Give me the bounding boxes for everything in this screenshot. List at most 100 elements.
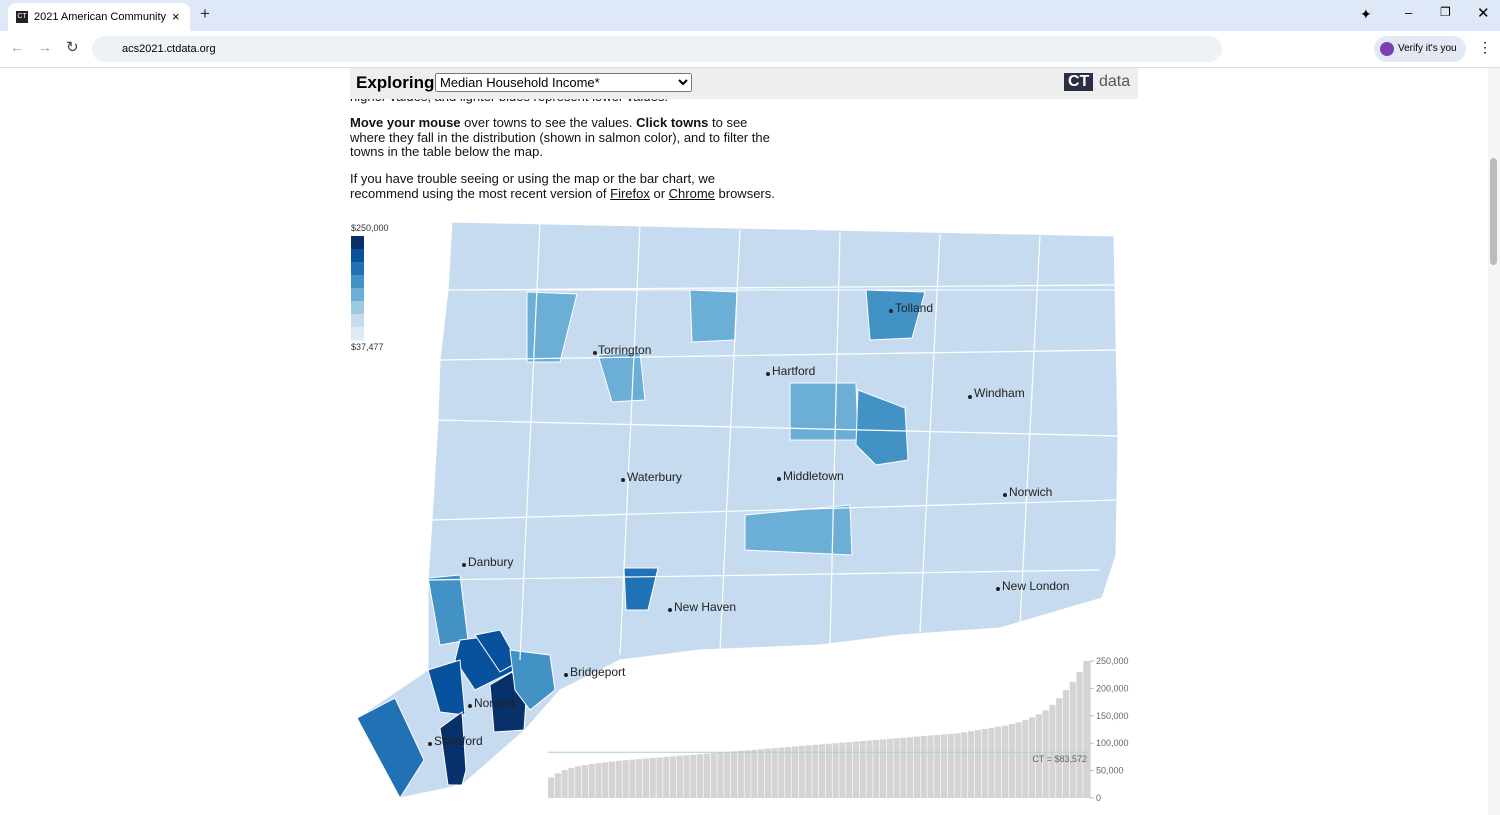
browser-tab[interactable]: CT 2021 American Community Sur ×: [8, 3, 190, 31]
bar: [839, 742, 846, 798]
bar: [913, 736, 921, 798]
legend-swatch: [351, 236, 364, 250]
bar: [866, 740, 873, 798]
town-label: Tolland: [895, 301, 933, 315]
bar: [581, 765, 589, 798]
town-marker: New Haven: [668, 600, 736, 614]
town-label: Torrington: [598, 343, 651, 357]
bar: [669, 756, 677, 798]
bar: [981, 728, 988, 798]
legend-swatch: [351, 249, 364, 263]
bar: [636, 759, 643, 798]
bar: [900, 737, 907, 798]
town-label: Middletown: [783, 469, 844, 483]
bar: [663, 756, 670, 798]
bar: [744, 750, 751, 798]
bar: [703, 753, 710, 798]
bar: [974, 730, 981, 798]
profile-button[interactable]: Verify it's you: [1374, 36, 1466, 62]
bar: [907, 737, 914, 798]
bar: [771, 748, 778, 798]
bar: [846, 742, 853, 798]
bar: [710, 753, 717, 798]
explore-label: Exploring: [356, 73, 435, 92]
town-marker: Hartford: [766, 364, 815, 378]
bar: [568, 767, 575, 798]
bar: [805, 745, 812, 798]
bar: [995, 726, 1002, 798]
town-marker: Torrington: [593, 343, 651, 357]
town-marker: Tolland: [889, 301, 933, 315]
bar: [642, 758, 650, 798]
y-tick-label: 250,000: [1096, 656, 1129, 666]
logo-ct: CT: [1064, 73, 1094, 91]
legend-min: $37,477: [351, 342, 384, 352]
bar: [717, 752, 724, 798]
bar: [791, 746, 799, 798]
bar: [920, 736, 927, 798]
bar: [893, 738, 900, 798]
explore-header: Exploring Median Household Income* CT da…: [350, 68, 1138, 99]
bar: [873, 739, 880, 798]
town-marker: Middletown: [777, 469, 844, 483]
bar: [819, 744, 826, 798]
intro-paragraph: Move your mouse over towns to see the va…: [350, 115, 780, 160]
text: If you have trouble seeing or using the …: [350, 171, 715, 201]
bar: [730, 751, 738, 798]
bar: [778, 747, 785, 798]
scrollbar[interactable]: [1488, 68, 1500, 815]
town-marker: Stamford: [428, 734, 483, 748]
link[interactable]: Chrome: [668, 185, 715, 201]
town-marker: Norwich: [1003, 485, 1052, 499]
bar: [1008, 724, 1015, 798]
state-outline[interactable]: [356, 221, 1119, 799]
legend-swatch: [351, 314, 364, 328]
legend-swatch: [351, 262, 364, 276]
town-label: Stamford: [434, 734, 483, 748]
town-label: Norwich: [1009, 485, 1052, 499]
bar: [1056, 698, 1063, 798]
town-label: Bridgeport: [570, 665, 626, 679]
intro-paragraph: If you have trouble seeing or using the …: [350, 171, 780, 201]
legend-max: $250,000: [351, 223, 389, 233]
town-label: Hartford: [772, 364, 815, 378]
bar: [934, 734, 941, 798]
y-tick-label: 200,000: [1096, 683, 1129, 693]
bar: [561, 770, 568, 798]
bar: [1049, 704, 1056, 798]
bar: [548, 777, 555, 798]
text: to see where they fall in the distributi…: [350, 115, 770, 159]
town-marker: Norwalk: [468, 696, 518, 710]
measure-select[interactable]: Median Household Income*: [435, 73, 692, 92]
y-tick-label: 0: [1096, 793, 1101, 803]
bar: [1022, 720, 1029, 798]
town-label: New Haven: [674, 600, 736, 614]
bar: [1062, 690, 1070, 798]
bar: [608, 761, 616, 798]
tab-bar: CT 2021 American Community Sur × + ✦ – ❐…: [0, 0, 1500, 31]
reference-label: CT = $83,572: [1032, 754, 1087, 764]
bar: [1035, 714, 1042, 798]
bar: [1069, 681, 1076, 798]
bold-text: Move your mouse: [350, 115, 461, 130]
url: acs2021.ctdata.org: [122, 43, 216, 55]
bold-text: Click towns: [636, 115, 709, 130]
url-field[interactable]: acs2021.ctdata.org: [92, 36, 1222, 62]
bar: [676, 755, 683, 798]
bar: [852, 741, 860, 798]
bar: [879, 739, 887, 798]
bar: [595, 763, 602, 798]
bar: [832, 743, 839, 798]
bar: [575, 766, 582, 798]
bar: [961, 732, 968, 798]
text: over towns to see the values.: [460, 115, 637, 130]
bar: [764, 748, 771, 798]
bar: [825, 743, 832, 798]
bar: [622, 760, 629, 798]
y-tick-label: 50,000: [1096, 766, 1124, 776]
town-label: New London: [1002, 579, 1069, 593]
link[interactable]: Firefox: [610, 185, 650, 201]
map-and-chart: Torrington Hartford Tolland Windham Wate…: [351, 221, 1129, 803]
bar: [724, 751, 731, 798]
